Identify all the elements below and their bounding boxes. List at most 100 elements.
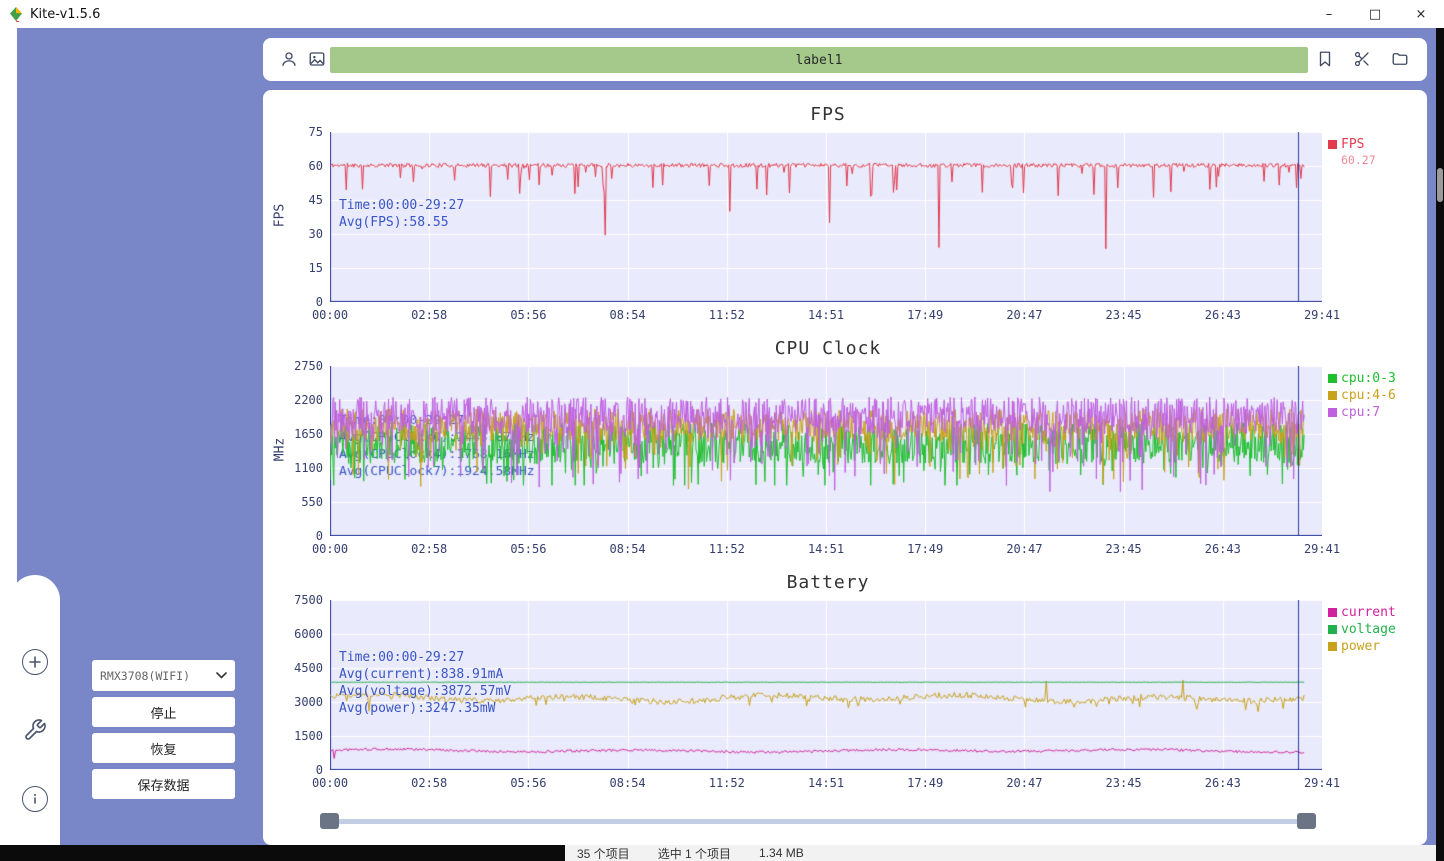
scissors-icon[interactable] [1353, 50, 1371, 68]
titlebar: Kite-v1.5.6 – □ × [0, 0, 1444, 28]
cpu-clock-x-tick: 08:54 [610, 542, 646, 556]
cpu-clock-x-tick: 20:47 [1006, 542, 1042, 556]
legend-item-cpu-0-3[interactable]: cpu:0-3 [1328, 370, 1396, 387]
wrench-icon [23, 718, 47, 742]
bookmark-icon[interactable] [1316, 50, 1334, 68]
fps-x-tick: 29:41 [1304, 308, 1340, 322]
legend-swatch [1328, 374, 1337, 383]
add-button[interactable] [22, 649, 48, 675]
close-button[interactable]: × [1398, 0, 1444, 28]
time-range-slider-track[interactable] [320, 819, 1316, 824]
fps-x-tick: 23:45 [1106, 308, 1142, 322]
window-controls: – □ × [1306, 0, 1444, 28]
fps-x-tick: 08:54 [610, 308, 646, 322]
legend-item-cpu-7[interactable]: cpu:7 [1328, 404, 1396, 421]
legend-label: cpu:4-6 [1341, 388, 1396, 403]
legend-swatch [1328, 625, 1337, 634]
background-right-strip [1436, 28, 1444, 861]
cpu-clock-chart-title: CPU Clock [263, 338, 1393, 359]
fps-plot[interactable] [330, 132, 1322, 302]
legend-swatch [1328, 608, 1337, 617]
legend-label: cpu:0-3 [1341, 371, 1396, 386]
battery-x-tick: 17:49 [907, 776, 943, 790]
resume-button[interactable]: 恢复 [92, 733, 235, 763]
label-input[interactable]: label1 [330, 47, 1308, 73]
cpu-clock-y-tick: 2750 [267, 359, 323, 373]
toolbar: label1 [263, 38, 1427, 81]
info-icon [28, 792, 42, 806]
battery-y-tick: 1500 [267, 729, 323, 743]
tools-button[interactable] [22, 717, 48, 743]
legend-label: FPS [1341, 137, 1364, 152]
cpu-clock-y-tick: 1100 [267, 461, 323, 475]
legend-swatch [1328, 408, 1337, 417]
image-icon[interactable] [308, 50, 326, 68]
fps-x-tick: 02:58 [411, 308, 447, 322]
plus-icon [28, 655, 42, 669]
cpu-clock-x-tick: 05:56 [510, 542, 546, 556]
background-scrollbar-handle[interactable] [1437, 168, 1443, 202]
cpu-clock-x-tick: 11:52 [709, 542, 745, 556]
background-taskbar-strip: 35 个项目 选中 1 个项目 1.34 MB [0, 845, 1444, 861]
window-title: Kite-v1.5.6 [30, 7, 100, 22]
battery-x-tick: 26:43 [1205, 776, 1241, 790]
minimize-button[interactable]: – [1306, 0, 1352, 28]
legend-current-value: 60.27 [1341, 153, 1376, 167]
battery-x-tick: 05:56 [510, 776, 546, 790]
fps-chart-section: FPSFPS0153045607500:0002:5805:5608:5411:… [263, 98, 1427, 332]
battery-stats-annotation: Time:00:00-29:27 Avg(current):838.91mA A… [339, 649, 511, 717]
maximize-button[interactable]: □ [1352, 0, 1398, 28]
explorer-statusbar: 35 个项目 选中 1 个项目 1.34 MB [565, 845, 1444, 861]
app-window: Kite-v1.5.6 – □ × RMX3708(WIFI) [0, 0, 1444, 861]
fps-x-tick: 17:49 [907, 308, 943, 322]
battery-chart-section: Battery01500300045006000750000:0002:5805… [263, 566, 1427, 800]
fps-y-tick: 30 [267, 227, 323, 241]
fps-y-tick: 0 [267, 295, 323, 309]
battery-y-tick: 3000 [267, 695, 323, 709]
charts-panel: FPSFPS0153045607500:0002:5805:5608:5411:… [263, 90, 1427, 845]
fps-y-tick: 75 [267, 125, 323, 139]
save-data-button[interactable]: 保存数据 [92, 769, 235, 799]
cpu-clock-y-tick: 2200 [267, 393, 323, 407]
fps-y-tick: 15 [267, 261, 323, 275]
cpu-clock-x-tick: 00:00 [312, 542, 348, 556]
legend-label: current [1341, 605, 1396, 620]
battery-y-tick: 7500 [267, 593, 323, 607]
legend-item-power[interactable]: power [1328, 638, 1396, 655]
battery-x-tick: 29:41 [1304, 776, 1340, 790]
battery-y-tick: 4500 [267, 661, 323, 675]
legend-label: power [1341, 639, 1380, 654]
fps-x-tick: 26:43 [1205, 308, 1241, 322]
cpu-clock-plot[interactable] [330, 366, 1322, 536]
info-button[interactable] [22, 786, 48, 812]
device-select-value: RMX3708(WIFI) [100, 669, 190, 683]
battery-x-tick: 20:47 [1006, 776, 1042, 790]
cpu-clock-legend: cpu:0-3 cpu:4-6 cpu:7 [1328, 370, 1396, 421]
device-select[interactable]: RMX3708(WIFI) [92, 660, 235, 691]
legend-swatch [1328, 140, 1337, 149]
stop-button[interactable]: 停止 [92, 697, 235, 727]
legend-label: cpu:7 [1341, 405, 1380, 420]
battery-y-tick: 6000 [267, 627, 323, 641]
statusbar-selected: 选中 1 个项目 [658, 845, 731, 861]
battery-x-tick: 14:51 [808, 776, 844, 790]
fps-y-tick: 45 [267, 193, 323, 207]
user-icon[interactable] [280, 50, 298, 68]
legend-item-FPS[interactable]: FPS [1328, 136, 1376, 153]
chevron-down-icon [216, 672, 227, 679]
legend-item-cpu-4-6[interactable]: cpu:4-6 [1328, 387, 1396, 404]
folder-icon[interactable] [1391, 50, 1409, 68]
fps-x-tick: 14:51 [808, 308, 844, 322]
legend-label: voltage [1341, 622, 1396, 637]
cpu-clock-x-tick: 14:51 [808, 542, 844, 556]
legend-item-voltage[interactable]: voltage [1328, 621, 1396, 638]
cpu-clock-x-tick: 29:41 [1304, 542, 1340, 556]
fps-y-tick: 60 [267, 159, 323, 173]
statusbar-items-count: 35 个项目 [577, 845, 630, 861]
range-slider-right-handle[interactable] [1297, 813, 1316, 829]
legend-item-current[interactable]: current [1328, 604, 1396, 621]
range-slider-left-handle[interactable] [320, 813, 339, 829]
fps-legend: FPS60.27 [1328, 136, 1376, 167]
fps-x-tick: 20:47 [1006, 308, 1042, 322]
battery-chart-title: Battery [263, 572, 1393, 593]
